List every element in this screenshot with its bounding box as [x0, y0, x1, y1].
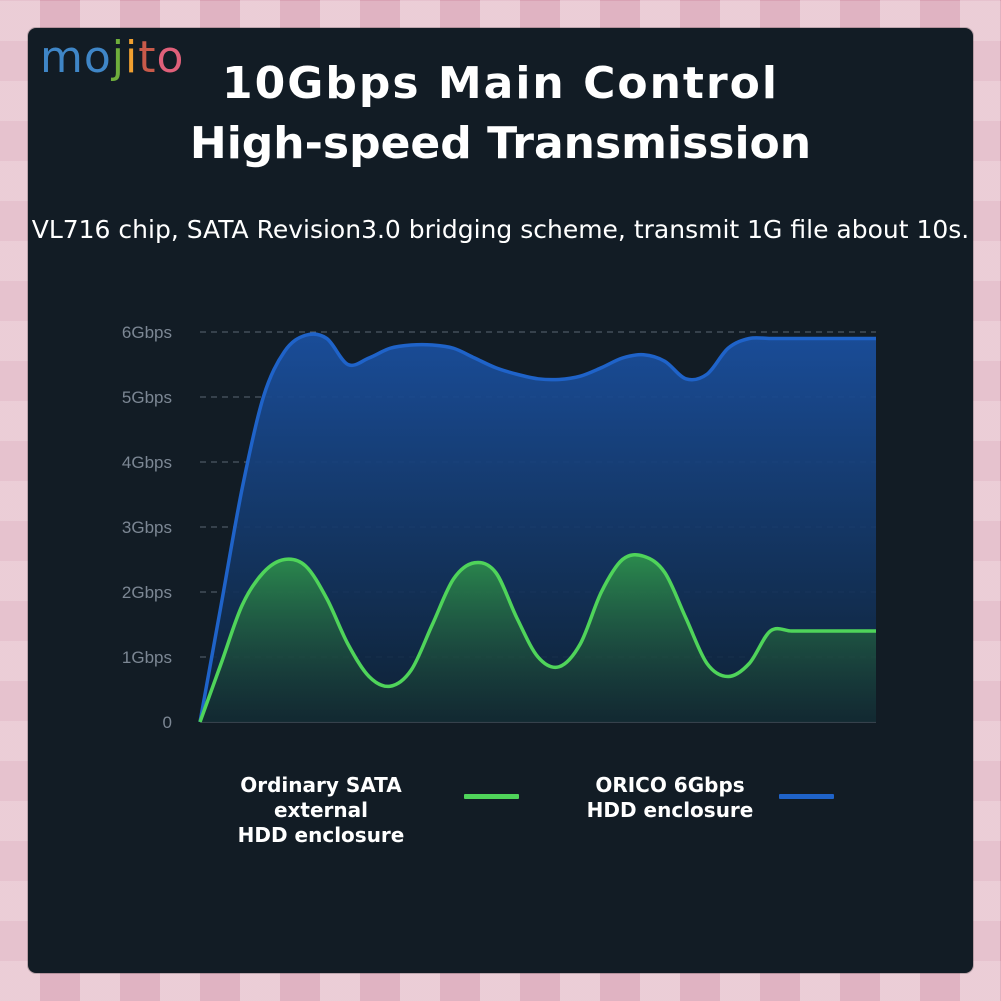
y-tick-label: 2Gbps: [122, 583, 172, 602]
legend-label-sata: Ordinary SATA external HDD enclosure: [190, 773, 452, 848]
logo-letter-4: i: [125, 32, 139, 83]
legend-swatch-sata: [464, 794, 519, 799]
legend-label-sata-line1: Ordinary SATA external: [240, 773, 402, 822]
logo-letter-5: t: [138, 32, 157, 83]
y-tick-label: 4Gbps: [122, 453, 172, 472]
legend-label-sata-line2: HDD enclosure: [237, 823, 405, 847]
y-tick-label: 0: [163, 713, 172, 732]
y-tick-labels: 0 1Gbps 2Gbps 3Gbps 4Gbps 5Gbps 6Gbps: [122, 323, 172, 732]
legend-label-orico-line2: HDD enclosure: [586, 798, 754, 822]
logo-letter-2: o: [83, 32, 112, 83]
title-line-2: High-speed Transmission: [189, 118, 812, 169]
logo-letter-3: j: [111, 32, 126, 83]
legend-swatch-orico: [779, 794, 834, 799]
title-line-1: 10Gbps Main Control: [222, 58, 779, 109]
sata-series-line: [198, 553, 876, 723]
sata-series-area: [200, 554, 876, 722]
y-tick-label: 6Gbps: [122, 323, 172, 342]
logo-letter-6: o: [156, 32, 185, 83]
y-tick-label: 5Gbps: [122, 388, 172, 407]
y-tick-label: 3Gbps: [122, 518, 172, 537]
legend-label-orico-line1: ORICO 6Gbps: [595, 773, 745, 797]
subtitle: VL716 chip, SATA Revision3.0 bridging sc…: [31, 215, 970, 244]
legend-label-orico: ORICO 6Gbps HDD enclosure: [575, 773, 765, 823]
logo-letter-1: m: [40, 32, 84, 83]
y-tick-label: 1Gbps: [122, 648, 172, 667]
brand-logo: mojito: [40, 36, 184, 80]
orico-series-line: [198, 332, 876, 723]
orico-series-area: [200, 334, 876, 722]
